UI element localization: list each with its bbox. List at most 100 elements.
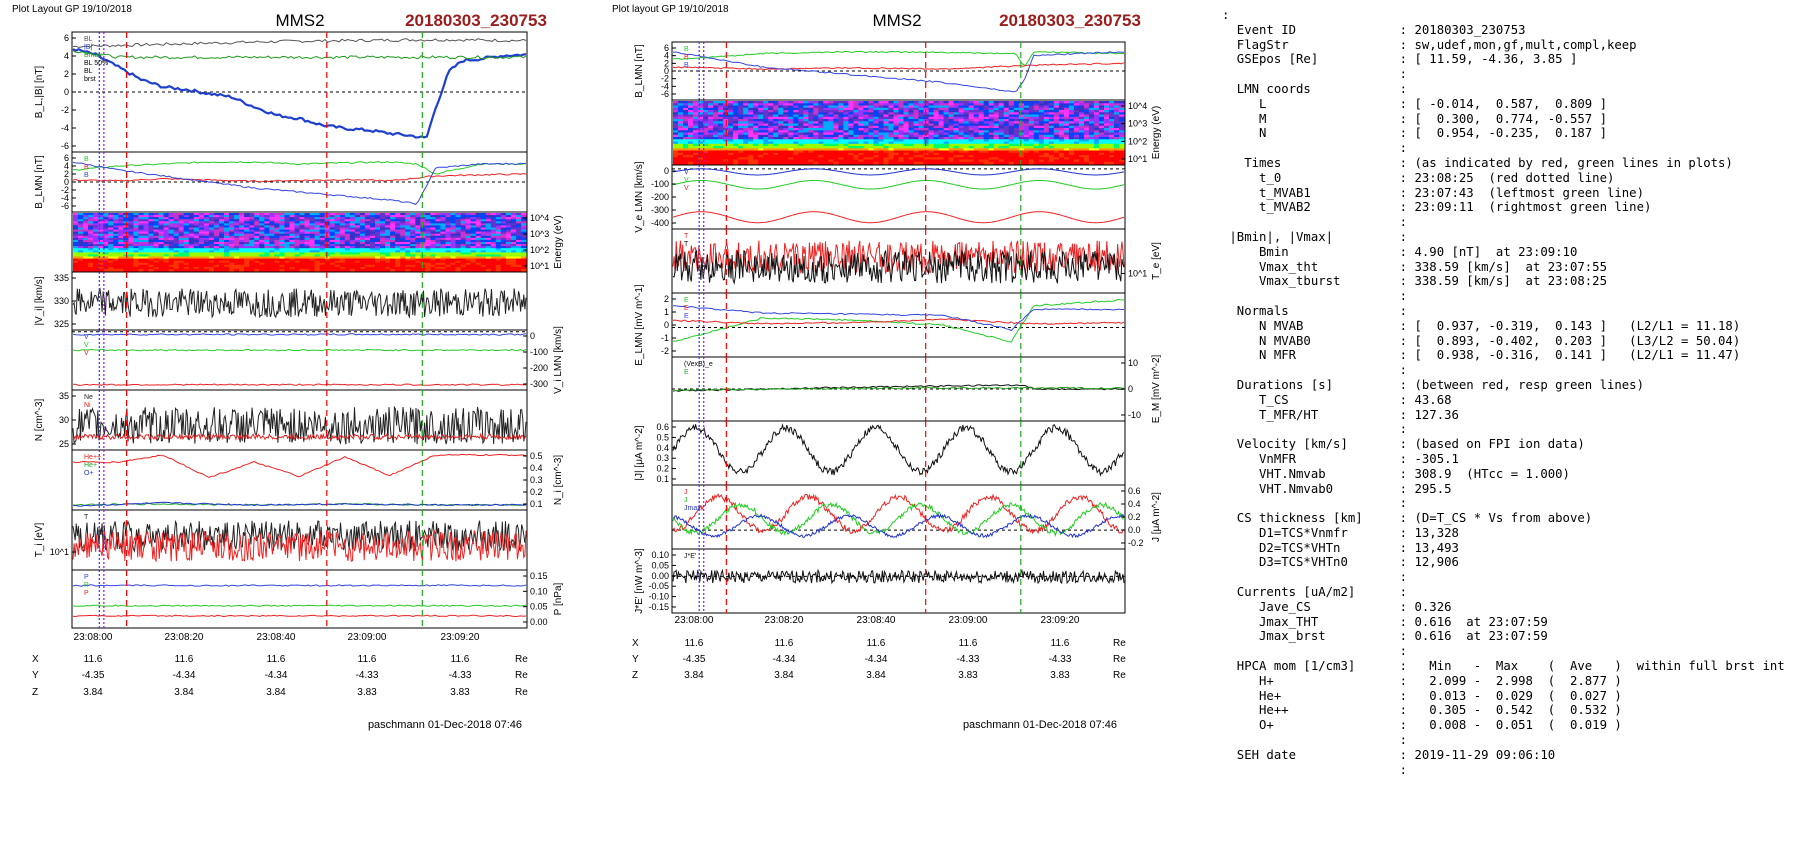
spectrogram-cell bbox=[843, 134, 849, 138]
spectrogram-cell bbox=[823, 101, 829, 104]
spectrogram-cell bbox=[229, 223, 235, 226]
spectrogram-cell bbox=[521, 258, 527, 262]
spectrogram-cell bbox=[219, 248, 225, 251]
spectrogram-cell bbox=[415, 221, 421, 224]
spectrogram-cell bbox=[1003, 105, 1010, 109]
spectrogram-cell bbox=[763, 107, 769, 111]
spectrogram-cell bbox=[163, 215, 170, 218]
spectrogram-cell bbox=[988, 134, 995, 138]
spectrogram-cell bbox=[93, 254, 99, 257]
spectrogram-cell bbox=[415, 268, 421, 272]
spectrogram-cell bbox=[973, 105, 980, 109]
event-title: 20180303_230753 bbox=[405, 11, 547, 30]
spectrogram-cell bbox=[688, 110, 694, 113]
spectrogram-cell bbox=[808, 155, 814, 158]
spectrogram-cell bbox=[918, 141, 924, 145]
spectrogram-cell bbox=[244, 233, 250, 237]
spectrogram-cell bbox=[1058, 130, 1065, 134]
spectrogram-cell bbox=[848, 112, 854, 116]
spectrogram-cell bbox=[993, 119, 1000, 122]
spectrogram-cell bbox=[1088, 116, 1095, 120]
spectrogram-cell bbox=[284, 215, 290, 218]
spectrogram-cell bbox=[908, 116, 914, 120]
spectrogram-cell bbox=[723, 116, 729, 120]
spectrogram-cell bbox=[1008, 123, 1015, 127]
spectrogram-cell bbox=[833, 141, 839, 145]
spectrogram-cell bbox=[733, 130, 739, 134]
spectrogram-cell bbox=[98, 217, 104, 220]
spectrogram-cell bbox=[521, 266, 527, 270]
spectrogram-cell bbox=[380, 235, 386, 239]
spectrogram-cell bbox=[798, 141, 804, 145]
spectrogram-cell bbox=[364, 264, 371, 268]
spectrogram-cell bbox=[319, 219, 326, 222]
spectrogram-cell bbox=[178, 221, 185, 224]
spectrogram-cell bbox=[688, 148, 694, 152]
spectrogram-cell bbox=[208, 262, 215, 266]
spectrogram-cell bbox=[768, 105, 774, 109]
spectrogram-cell bbox=[269, 231, 275, 235]
spectrogram-cell bbox=[718, 143, 724, 147]
spectrogram-cell bbox=[893, 123, 899, 127]
spectrogram-cell bbox=[803, 125, 809, 129]
spectrogram-cell bbox=[430, 250, 436, 253]
spectrogram-cell bbox=[813, 132, 819, 136]
spectrogram-cell bbox=[319, 258, 326, 262]
spectrogram-cell bbox=[913, 121, 919, 125]
spectrogram-cell bbox=[410, 223, 416, 226]
spectrogram-cell bbox=[455, 223, 461, 226]
spectrogram-cell bbox=[693, 105, 699, 109]
spectrogram-cell bbox=[688, 139, 694, 143]
spectrogram-cell bbox=[843, 112, 849, 116]
spectrogram-cell bbox=[88, 237, 94, 241]
spectrogram-cell bbox=[733, 132, 739, 136]
spectrogram-cell bbox=[244, 231, 250, 235]
spectrogram-cell bbox=[339, 242, 346, 245]
spectrogram-cell bbox=[963, 143, 970, 147]
spectrogram-cell bbox=[673, 146, 679, 149]
spectrogram-cell bbox=[898, 139, 904, 143]
spectrogram-cell bbox=[948, 134, 955, 138]
spectrogram-cell bbox=[304, 248, 310, 251]
spectrogram-cell bbox=[234, 260, 240, 264]
spectrogram-cell bbox=[973, 123, 980, 127]
spectrogram-cell bbox=[375, 231, 381, 235]
spectrogram-cell bbox=[480, 219, 487, 222]
spectrogram-cell bbox=[778, 121, 784, 125]
spectrogram-cell bbox=[768, 148, 774, 152]
spectrogram-cell bbox=[158, 250, 165, 253]
spectrogram-cell bbox=[435, 225, 441, 228]
spectrogram-cell bbox=[344, 235, 351, 239]
spectrogram-cell bbox=[863, 121, 869, 125]
spectrogram-cell bbox=[460, 258, 467, 262]
spectrogram-cell bbox=[229, 235, 235, 239]
spectrogram-cell bbox=[445, 223, 451, 226]
spectrogram-cell bbox=[425, 268, 431, 272]
spectrogram-cell bbox=[788, 155, 794, 158]
spectrogram-cell bbox=[783, 150, 789, 154]
spectrogram-cell bbox=[234, 242, 240, 245]
spectrogram-cell bbox=[93, 244, 99, 247]
spectrogram-cell bbox=[748, 123, 754, 127]
spectrogram-cell bbox=[678, 105, 684, 109]
spectrogram-cell bbox=[490, 217, 497, 220]
spectrogram-cell bbox=[1008, 125, 1015, 129]
spectrogram-cell bbox=[375, 239, 381, 243]
spectrogram-cell bbox=[450, 229, 456, 233]
spectrogram-cell bbox=[168, 235, 175, 239]
spectrogram-cell bbox=[521, 250, 527, 253]
spectrogram-cell bbox=[78, 258, 84, 262]
spectrogram-cell bbox=[339, 246, 346, 249]
spectrogram-cell bbox=[993, 132, 1000, 136]
spectrogram-cell bbox=[510, 217, 517, 220]
spectrogram-cell bbox=[279, 219, 285, 222]
spectrogram-cell bbox=[1114, 116, 1120, 120]
spectrogram-cell bbox=[823, 116, 829, 120]
spectrogram-cell bbox=[354, 252, 361, 255]
spectrogram-cell bbox=[445, 215, 451, 218]
spectrogram-cell bbox=[304, 246, 310, 249]
spectrogram-cell bbox=[728, 155, 734, 158]
spectrogram-cell bbox=[873, 150, 879, 154]
spectrogram-cell bbox=[480, 233, 487, 237]
spectrogram-cell bbox=[178, 217, 185, 220]
